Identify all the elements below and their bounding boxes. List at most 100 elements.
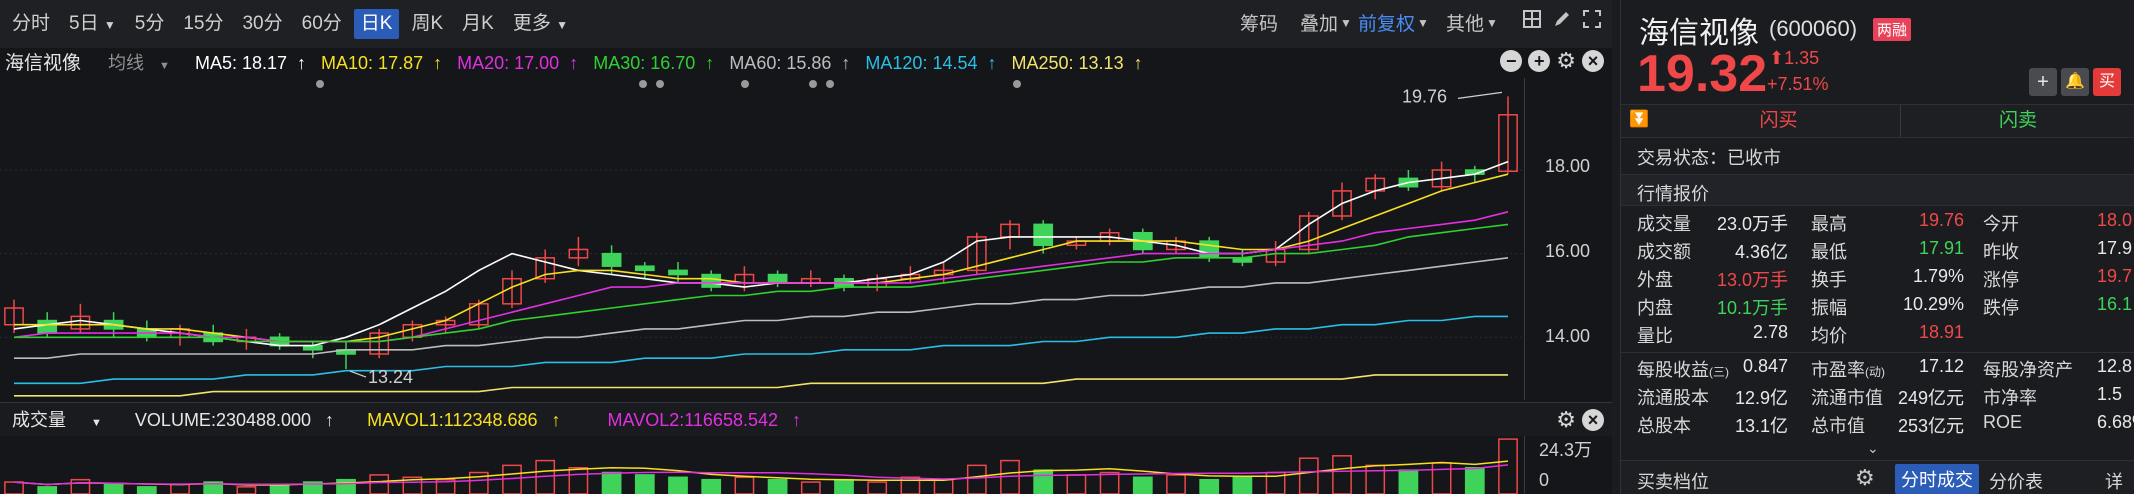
volume-indicator-dropdown[interactable]: 成交量 ▼ [6,410,116,430]
tab-order-book[interactable]: 买卖档位 [1637,472,1709,492]
other-dropdown[interactable]: 其他 ▼ [1446,9,1498,36]
buy-quick-button[interactable]: 买 [2093,68,2121,96]
volume-bar[interactable] [1099,471,1120,494]
candle[interactable] [1365,174,1386,200]
candle[interactable] [800,270,821,288]
bell-icon[interactable]: 🔔 [2061,68,2089,96]
tab-more[interactable]: 更多 ▼ [506,9,575,39]
tab-detail[interactable]: 详 [2105,472,2123,492]
candle[interactable] [1332,182,1352,221]
overlay-dropdown[interactable]: 叠加 ▼ [1300,9,1352,36]
candle[interactable] [767,270,788,288]
tab-tick-trades[interactable]: 分时成交 [1895,464,1979,494]
candle[interactable] [701,270,722,292]
tab-weekly-k[interactable]: 周K [411,13,444,34]
volume-plot[interactable] [0,436,1524,494]
volume-bar[interactable] [966,464,987,494]
tab-60min[interactable]: 60分 [301,13,342,34]
volume-bar[interactable] [1166,474,1186,494]
tab-30min[interactable]: 30分 [242,13,283,34]
candle[interactable] [1398,170,1419,191]
adjust-dropdown[interactable]: 前复权 ▼ [1358,9,1429,36]
volume-bar[interactable] [668,476,688,494]
tab-monthly-k[interactable]: 月K [462,13,494,34]
minus-circle-icon[interactable]: − [1500,50,1523,72]
volume-bar[interactable] [170,483,190,494]
volume-bar[interactable] [37,486,58,494]
tab-5min[interactable]: 5分 [134,13,165,34]
volume-bar[interactable] [1498,438,1518,494]
flash-sell-button[interactable]: 闪卖 [1998,110,2037,131]
volume-bar[interactable] [236,486,257,494]
flash-buy-button[interactable]: 闪买 [1657,105,1901,137]
volume-bar[interactable] [1132,476,1153,494]
volume-bar[interactable] [933,478,954,494]
collapse-icon[interactable]: ⏬ [1629,111,1649,128]
volume-bar[interactable] [1431,462,1452,494]
event-marker[interactable] [809,80,817,88]
tab-daily-k[interactable]: 日K [353,9,400,39]
volume-bar[interactable] [70,478,91,494]
volume-bar[interactable] [203,481,224,494]
event-marker[interactable] [1013,80,1021,88]
candle[interactable] [1298,211,1319,254]
event-marker[interactable] [741,80,749,88]
volume-bar[interactable] [1398,469,1419,494]
gear-icon[interactable]: ⚙ [1556,407,1576,432]
chip-button[interactable]: 筹码 [1240,9,1278,36]
volume-bar[interactable] [435,478,456,494]
kline-plot[interactable]: 19.76 13.24 [0,78,1524,400]
candle[interactable] [502,270,522,308]
volume-bar[interactable] [834,478,854,494]
layout-grid-icon[interactable] [1522,9,1542,29]
volume-bar[interactable] [269,483,290,494]
volume-bar[interactable] [468,471,489,494]
candle[interactable] [535,249,556,283]
candle[interactable] [336,341,356,370]
volume-bar[interactable] [800,481,821,494]
volume-bar[interactable] [336,478,356,494]
volume-bar[interactable] [502,464,522,494]
candle[interactable] [236,328,257,350]
gear-icon[interactable]: ⚙ [1855,465,1875,490]
tab-price-table[interactable]: 分价表 [1989,472,2043,492]
volume-bar[interactable] [867,481,888,494]
add-watchlist-icon[interactable]: + [2029,68,2057,96]
candle[interactable] [203,324,224,346]
candle[interactable] [668,262,688,283]
tab-intraday[interactable]: 分时 [12,13,51,34]
event-marker[interactable] [316,80,324,88]
candle[interactable] [966,232,987,275]
candle[interactable] [634,262,655,279]
volume-bar[interactable] [1332,455,1352,494]
volume-bar[interactable] [1298,457,1319,494]
volume-bar[interactable] [601,471,622,494]
candle[interactable] [1033,220,1054,254]
candle[interactable] [1498,96,1518,174]
kline-chart-area[interactable]: 分时 5日 ▼ 5分 15分 30分 60分 日K 周K 月K 更多 ▼ 筹码 … [0,0,1612,494]
tab-15min[interactable]: 15分 [183,13,224,34]
line-type-dropdown[interactable]: 均线 ▼ [108,53,180,73]
volume-bar[interactable] [1033,469,1054,494]
draw-pen-icon[interactable] [1552,9,1572,29]
candle[interactable] [369,328,390,359]
volume-bar[interactable] [4,481,24,494]
chevron-down-icon[interactable]: ⌄ [1867,440,1879,456]
volume-bar[interactable] [302,481,323,494]
volume-bar[interactable] [1365,464,1386,494]
gear-icon[interactable]: ⚙ [1556,48,1576,73]
volume-bar[interactable] [568,466,589,494]
fullscreen-icon[interactable] [1582,9,1602,29]
candle[interactable] [170,324,190,346]
volume-bar[interactable] [701,478,722,494]
close-circle-icon[interactable]: × [1582,409,1604,431]
volume-bar[interactable] [767,478,788,494]
plus-circle-icon[interactable]: + [1528,50,1551,72]
event-marker[interactable] [639,80,647,88]
volume-bar[interactable] [103,483,124,494]
volume-bar[interactable] [136,486,157,494]
volume-bar[interactable] [634,474,655,494]
event-marker[interactable] [826,80,834,88]
candle[interactable] [568,236,589,267]
tab-5day[interactable]: 5日 ▼ [62,9,123,39]
